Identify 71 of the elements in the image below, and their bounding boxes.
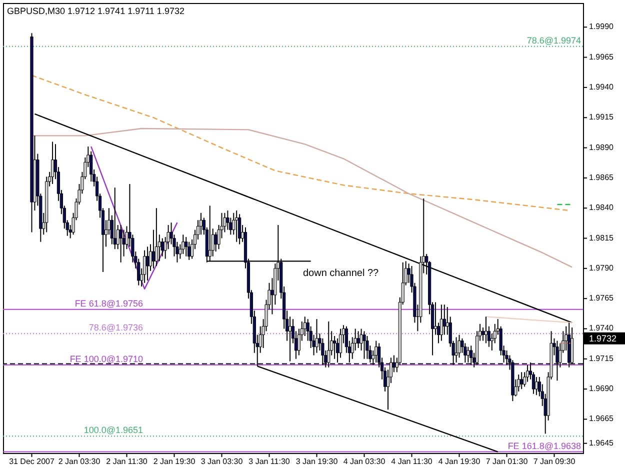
- y-tick-label: 1.9740: [589, 324, 614, 333]
- candlestick: [336, 338, 340, 364]
- candlestick: [454, 336, 458, 364]
- ref-line-label: FE 161.8@1.9638: [508, 440, 581, 451]
- candlestick: [366, 335, 369, 360]
- y-tick-label: 1.9715: [589, 354, 614, 363]
- x-tick-label: 7 Jan 01:30: [486, 457, 528, 466]
- candlestick: [442, 304, 446, 336]
- line-series: [31, 74, 570, 212]
- candlestick: [458, 334, 461, 358]
- y-tick-label: 1.9940: [589, 82, 614, 92]
- candlestick: [434, 302, 438, 336]
- candlestick: [526, 364, 530, 382]
- candlestick: [362, 330, 366, 360]
- x-tick-label: 4 Jan 11:30: [391, 457, 433, 466]
- candlestick: [188, 241, 191, 260]
- y-tick-label: 1.9690: [589, 384, 614, 394]
- y-tick-label: 1.9765: [589, 294, 614, 303]
- line-series: [31, 128, 573, 268]
- y-tick-label: 1.9965: [589, 52, 614, 62]
- y-tick-label: 1.9915: [589, 112, 614, 122]
- candlestick: [520, 372, 524, 390]
- x-tick-label: 2 Jan 11:30: [106, 457, 148, 466]
- candlestick: [481, 327, 485, 342]
- x-tick-label: 2 Jan 03:30: [58, 457, 101, 466]
- y-tick-label: 1.9840: [589, 203, 614, 212]
- y-tick-label: 1.9865: [589, 172, 614, 182]
- candlestick: [146, 246, 150, 281]
- x-tick-label: 4 Jan 03:30: [343, 457, 386, 466]
- candlestick: [374, 340, 378, 364]
- y-tick-label: 1.9890: [589, 142, 614, 152]
- y-tick-label: 1.9990: [589, 22, 614, 32]
- chart-title: GBPUSD,M30 1.9712 1.9741 1.9711 1.9732: [7, 6, 184, 16]
- candlestick: [235, 210, 238, 242]
- ref-line-label: 78.6@1.9736: [88, 322, 143, 333]
- y-tick-label: 1.9665: [589, 414, 614, 424]
- x-tick-label: 2 Jan 19:30: [153, 457, 196, 466]
- x-tick-label: 31 Dec 2007: [9, 457, 55, 466]
- candlestick: [199, 212, 203, 236]
- ref-line-label: FE 100.0@1.9710: [70, 354, 143, 364]
- x-tick-label: 7 Jan 09:30: [533, 457, 576, 466]
- x-tick-label: 3 Jan 03:30: [200, 457, 244, 466]
- ref-line-label: 100.0@1.9651: [84, 425, 143, 436]
- y-tick-label: 1.9815: [589, 233, 614, 242]
- candlestick: [214, 232, 218, 252]
- candlestick: [119, 224, 122, 263]
- candlestick: [464, 342, 467, 364]
- ref-line-label: FE 61.8@1.9756: [74, 298, 143, 308]
- candlestick: [315, 318, 318, 354]
- candlestick: [333, 335, 336, 360]
- candlestick: [143, 250, 146, 284]
- x-tick-label: 3 Jan 19:30: [296, 457, 338, 466]
- candlestick: [50, 141, 54, 184]
- candlestick: [154, 208, 158, 267]
- candlestick: [338, 328, 342, 358]
- text: 1.9732: [589, 333, 617, 344]
- y-tick-label: 1.9790: [589, 263, 614, 272]
- candlestick: [184, 236, 188, 257]
- candlestick: [226, 210, 230, 230]
- y-tick-label: 1.9645: [589, 438, 614, 448]
- x-tick-label: 3 Jan 11:30: [248, 457, 290, 466]
- candlestick: [356, 330, 360, 349]
- candlestick: [152, 229, 156, 269]
- annotation: down channel ??: [303, 268, 380, 279]
- ref-line-label: 78.6@1.9974: [526, 35, 581, 46]
- x-tick-label: 4 Jan 19:30: [438, 457, 481, 466]
- candlestick: [238, 214, 242, 245]
- candlestick: [440, 304, 443, 342]
- candlestick: [534, 376, 538, 396]
- candlestick: [484, 316, 488, 344]
- candlestick: [90, 150, 93, 182]
